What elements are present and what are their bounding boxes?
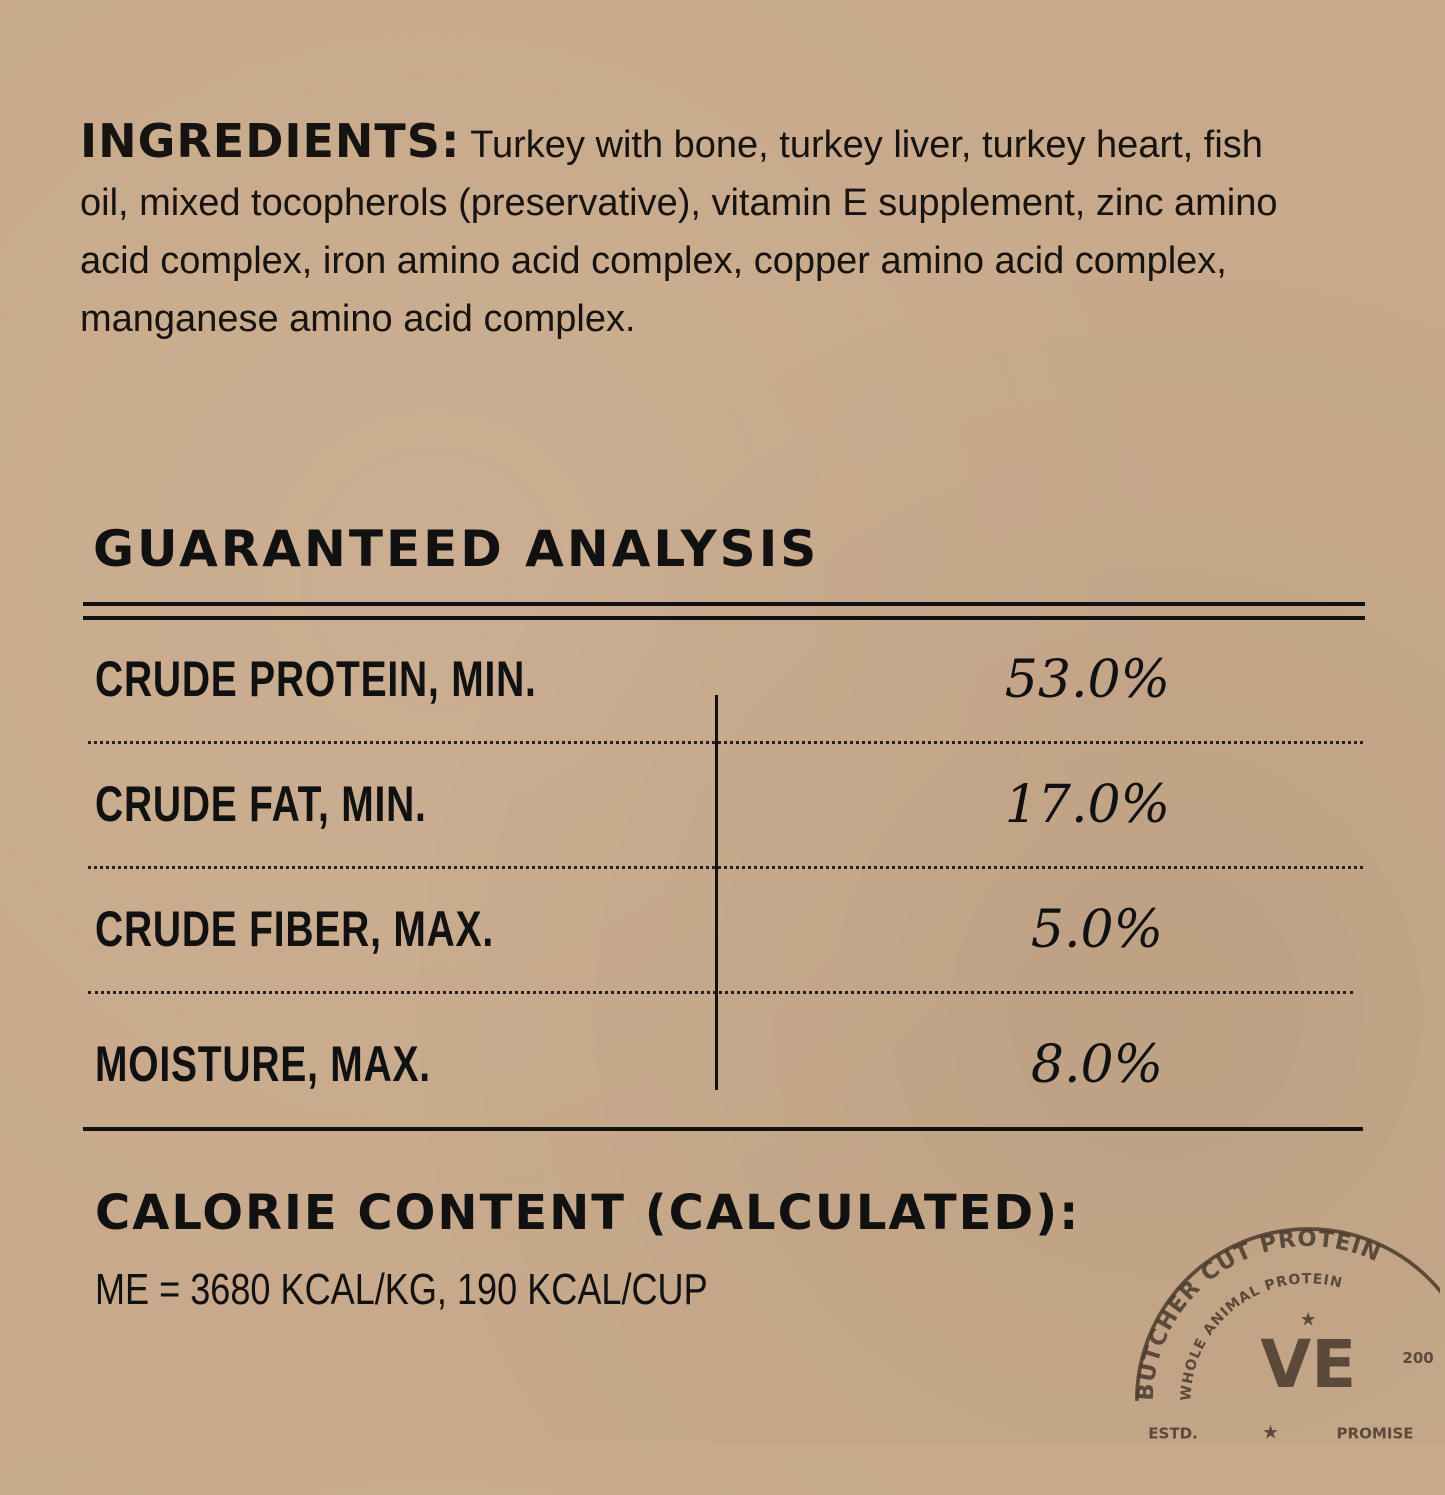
divider: [83, 602, 1365, 606]
ingredients-label: INGREDIENTS:: [80, 114, 461, 168]
star-icon: ★: [1300, 1310, 1317, 1331]
row-value: 8.0%: [1030, 1035, 1163, 1095]
stamp-estd: ESTD.: [1148, 1425, 1198, 1443]
stamp-logo-text: VE: [1260, 1326, 1356, 1403]
row-label: MOISTURE, MAX.: [95, 1036, 431, 1092]
row-label: CRUDE FAT, MIN.: [95, 776, 427, 832]
star-icon: ★: [1262, 1423, 1279, 1444]
row-value: 53.0%: [1004, 650, 1170, 710]
guaranteed-analysis-title: GUARANTEED ANALYSIS: [93, 520, 820, 578]
ingredients-text: Turkey with bone, turkey liver, turkey h…: [80, 124, 1278, 340]
row-label: CRUDE PROTEIN, MIN.: [95, 651, 537, 707]
row-value: 17.0%: [1004, 775, 1170, 835]
divider: [83, 1127, 1363, 1131]
calorie-content-title: CALORIE CONTENT (CALCULATED):: [95, 1185, 1081, 1241]
calorie-content-value: ME = 3680 KCAL/KG, 190 KCAL/CUP: [95, 1265, 708, 1314]
dotted-divider: [88, 991, 1353, 994]
stamp-year: 200: [1402, 1349, 1433, 1367]
row-label: CRUDE FIBER, MAX.: [95, 901, 494, 957]
dotted-divider: [88, 741, 1363, 744]
divider: [83, 616, 1365, 620]
dotted-divider: [88, 866, 1363, 869]
ingredients-paragraph: INGREDIENTS: Turkey with bone, turkey li…: [80, 112, 1320, 348]
stamp-promise: PROMISE: [1336, 1425, 1413, 1443]
stamp-ring: [1135, 1227, 1440, 1401]
row-value: 5.0%: [1030, 900, 1163, 960]
brand-stamp-logo: BUTCHER CUT PROTEIN WHOLE ANIMAL PROTEIN…: [1133, 1226, 1440, 1444]
column-divider: [715, 695, 718, 1090]
